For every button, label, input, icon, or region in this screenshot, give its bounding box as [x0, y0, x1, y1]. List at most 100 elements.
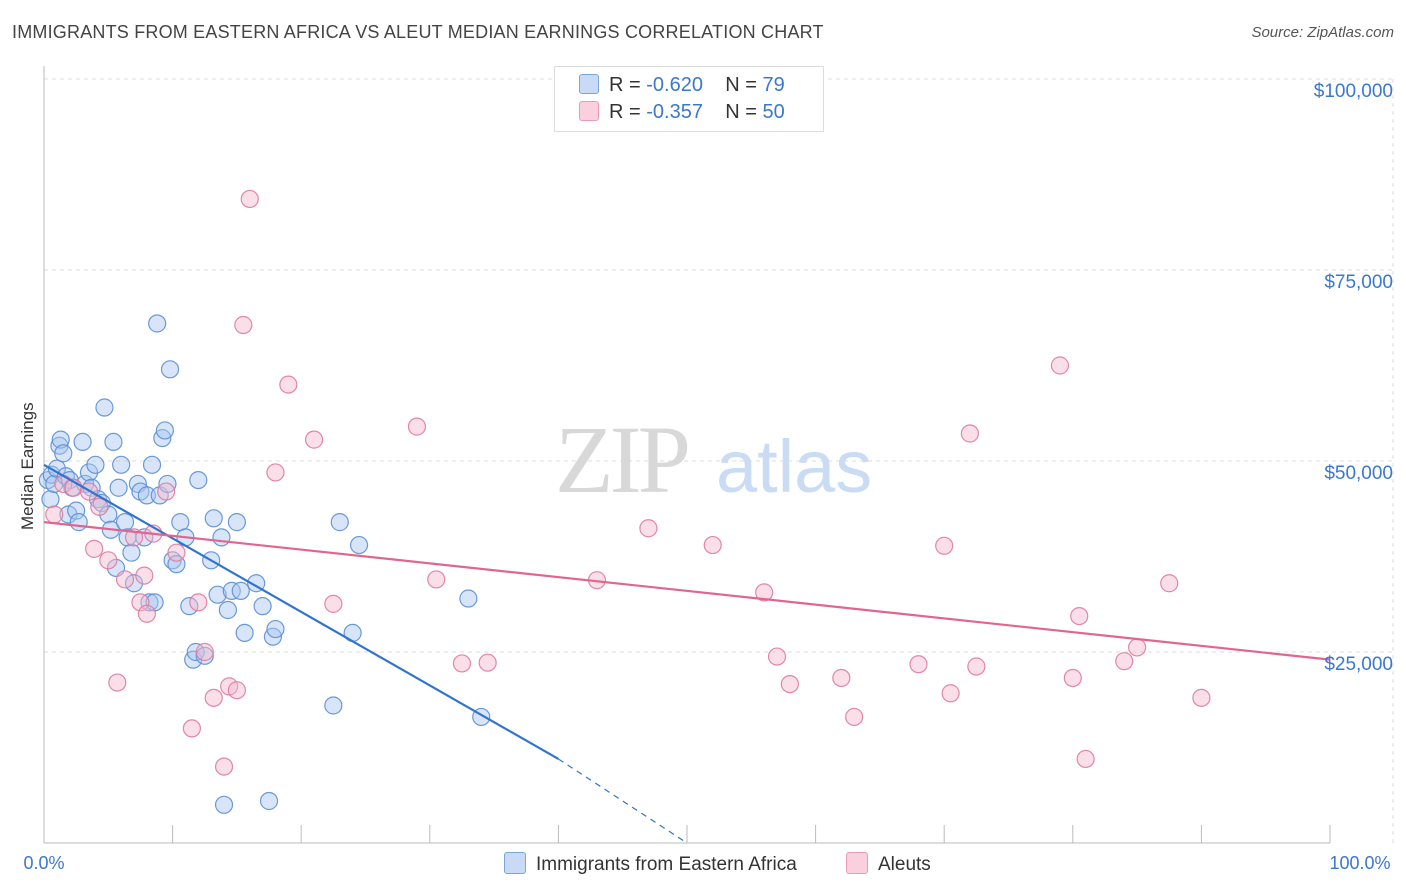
aleuts-point — [1192, 688, 1211, 707]
x-tick-label: 100.0% — [1329, 853, 1390, 873]
aleuts-point — [941, 684, 960, 703]
legend-r-value: -0.357 — [646, 101, 703, 123]
bottom-legend-label-2: Aleuts — [878, 854, 931, 875]
eastern-africa-point — [189, 471, 208, 490]
watermark-atlas: atlas — [716, 425, 872, 508]
aleuts-point — [832, 668, 851, 688]
aleuts-point — [703, 535, 722, 555]
watermark-zip: ZIP — [555, 406, 688, 513]
aleuts-point — [755, 583, 774, 602]
aleuts-point — [131, 593, 150, 612]
bottom-legend-item-aleuts[interactable]: Aleuts — [846, 852, 931, 876]
watermark: ZIP atlas — [555, 406, 872, 513]
y-tick-labels: $25,000 $50,000 $75,000 $100,000 — [1314, 81, 1393, 675]
legend-n-label: N = — [725, 101, 763, 123]
trend-line-eastern-africa — [43, 463, 559, 760]
eastern-africa-point — [160, 360, 180, 379]
aleuts-point — [137, 604, 156, 623]
aleuts-point — [85, 539, 104, 558]
aleuts-point — [167, 543, 186, 562]
aleuts-point — [234, 315, 253, 335]
eastern-africa-point — [204, 509, 223, 528]
aleuts-point — [1070, 606, 1089, 626]
eastern-africa-point — [148, 314, 167, 333]
legend-r-label: R = — [609, 101, 647, 123]
eastern-africa-point — [86, 455, 105, 474]
eastern-africa-point — [349, 535, 369, 555]
eastern-africa-point — [109, 478, 128, 497]
legend-row-pink: R = -0.357 N = 50 — [579, 101, 785, 127]
eastern-africa-point — [137, 486, 156, 505]
x-tick-label: 0.0% — [23, 853, 64, 873]
eastern-africa-point — [330, 513, 349, 532]
eastern-africa-point — [208, 585, 227, 604]
legend-n-label: N = — [725, 74, 763, 96]
aleuts-point — [478, 653, 497, 672]
aleuts-point — [182, 719, 201, 738]
eastern-africa-point — [158, 474, 177, 494]
eastern-africa-point — [171, 513, 190, 532]
y-axis-label: Median Earnings — [18, 402, 37, 530]
eastern-africa-point — [95, 398, 114, 417]
eastern-africa-point — [253, 597, 272, 616]
aleuts-point — [90, 497, 109, 516]
axes — [43, 66, 1331, 844]
aleuts-point — [324, 594, 343, 613]
aleuts-point — [935, 536, 954, 555]
eastern-africa-point — [124, 574, 144, 593]
aleuts-point — [115, 570, 135, 589]
aleuts-point — [45, 505, 64, 524]
legend-r-value: -0.620 — [646, 74, 703, 96]
aleuts-point — [452, 654, 472, 673]
y-tick-label: $75,000 — [1324, 272, 1393, 293]
eastern-africa-point — [459, 589, 478, 608]
bottom-legend-label-1: Immigrants from Eastern Africa — [536, 854, 797, 875]
eastern-africa-point — [180, 597, 199, 616]
aleuts-point — [189, 593, 208, 612]
aleuts-point — [1063, 668, 1082, 688]
bottom-legend-item-eastern-africa[interactable]: Immigrants from Eastern Africa — [504, 852, 797, 876]
aleuts-point — [304, 430, 324, 449]
aleuts-point — [780, 674, 799, 694]
trend-lines — [43, 463, 1331, 844]
aleuts-point — [407, 417, 427, 436]
aleuts-point — [240, 189, 259, 209]
y-axis-label-wrap: Median Earnings — [18, 402, 38, 540]
source-label: Source: ZipAtlas.com — [1251, 24, 1394, 41]
y-tick-label: $50,000 — [1324, 463, 1393, 484]
x-tick-labels: 0.0% 100.0% — [23, 853, 1390, 873]
legend-swatch-pink — [579, 101, 599, 121]
eastern-africa-point — [155, 421, 174, 440]
eastern-africa-point — [218, 600, 237, 620]
correlation-legend: R = -0.620 N = 79 R = -0.357 N = 50 — [554, 66, 824, 132]
legend-row-blue: R = -0.620 N = 79 — [579, 74, 785, 100]
aleuts-point — [1115, 652, 1134, 671]
eastern-africa-point — [112, 455, 131, 474]
eastern-africa-point — [235, 623, 254, 643]
aleuts-point — [157, 482, 176, 501]
eastern-africa-point — [79, 463, 99, 482]
eastern-africa-point — [54, 444, 73, 463]
aleuts-point — [204, 688, 223, 707]
aleuts-point — [99, 551, 118, 570]
aleuts-point — [135, 566, 154, 585]
eastern-africa-point — [115, 513, 135, 532]
aleuts-point — [279, 375, 298, 394]
eastern-africa-point — [231, 581, 250, 600]
legend-n-value: 79 — [762, 74, 785, 96]
aleuts-point — [1127, 638, 1147, 657]
series-aleuts-points — [45, 189, 1211, 776]
aleuts-point — [1050, 356, 1070, 375]
trend-line-eastern-africa-extension — [558, 758, 688, 844]
bottom-legend-swatch-blue — [504, 852, 526, 874]
eastern-africa-point — [67, 501, 86, 520]
eastern-africa-point — [69, 513, 88, 532]
eastern-africa-point — [41, 490, 60, 509]
aleuts-point — [227, 681, 246, 700]
eastern-africa-point — [212, 528, 231, 547]
aleuts-point — [195, 642, 214, 662]
eastern-africa-point — [266, 619, 285, 639]
aleuts-point — [767, 647, 787, 666]
eastern-africa-point — [195, 646, 214, 665]
